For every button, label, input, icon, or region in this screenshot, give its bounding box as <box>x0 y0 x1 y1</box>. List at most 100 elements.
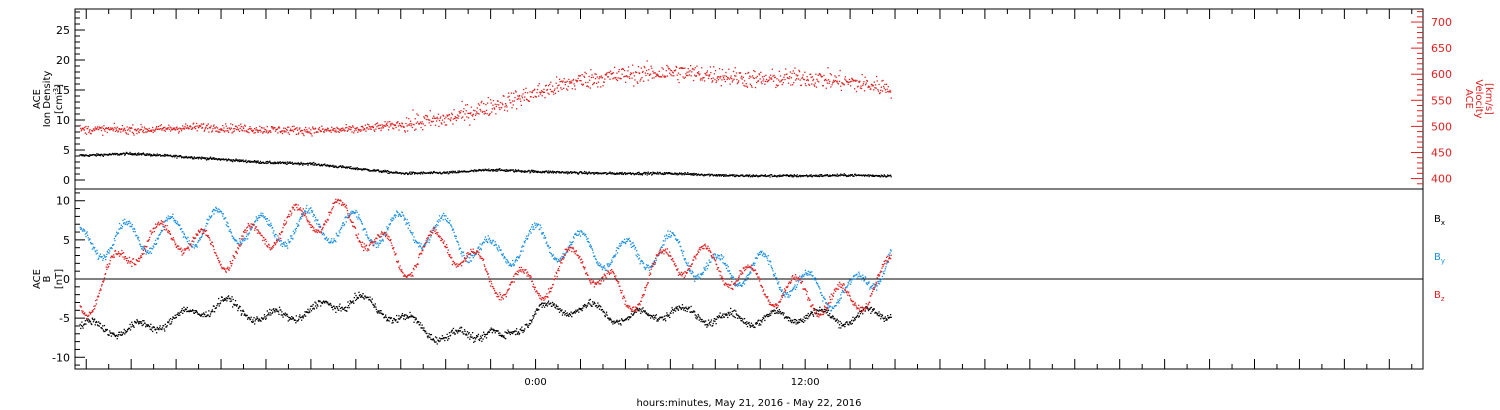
b-bx-point <box>338 309 340 311</box>
velocity-point <box>707 77 710 80</box>
velocity-point <box>170 127 172 129</box>
velocity-point <box>440 122 442 124</box>
density-point <box>809 174 811 176</box>
b-bx-point <box>170 323 172 325</box>
velocity-point <box>859 80 861 82</box>
velocity-point <box>243 127 245 129</box>
b-by-point <box>336 234 338 236</box>
b-bx-point <box>233 303 235 305</box>
velocity-point <box>844 78 846 80</box>
b-bx-point <box>164 323 166 325</box>
b-bx-point <box>625 319 627 321</box>
b-by-point <box>239 240 241 242</box>
density-point <box>314 162 317 165</box>
velocity-point <box>129 130 131 132</box>
velocity-point <box>724 75 726 77</box>
b-bx-point <box>749 326 751 328</box>
b-bx-point <box>396 314 398 317</box>
b-bx-point <box>644 310 646 312</box>
velocity-point <box>452 123 454 125</box>
density-point <box>531 170 533 173</box>
density-point <box>227 158 230 160</box>
b-by-point <box>345 221 347 223</box>
velocity-point <box>630 73 633 75</box>
velocity-point <box>287 126 289 128</box>
b-bx-point <box>91 323 93 326</box>
velocity-point <box>334 127 336 130</box>
b-bx-point <box>94 324 96 326</box>
b-bx-point <box>456 332 459 334</box>
velocity-point <box>874 84 877 86</box>
density-point <box>645 172 648 174</box>
b-bx-point <box>712 322 714 325</box>
b-bx-point <box>491 328 493 330</box>
b-bx-point <box>688 307 691 309</box>
density-point <box>866 175 869 177</box>
density-point <box>728 174 731 176</box>
velocity-point <box>720 75 722 78</box>
b-by-point <box>213 213 215 215</box>
density-point <box>89 154 91 156</box>
velocity-point <box>480 110 482 112</box>
density-point <box>273 161 275 163</box>
b-by-point <box>123 222 125 225</box>
density-point <box>696 174 698 177</box>
velocity-point <box>426 115 428 117</box>
velocity-point <box>114 130 117 132</box>
density-point <box>99 154 101 156</box>
velocity-point <box>314 127 317 129</box>
velocity-point <box>303 134 305 137</box>
velocity-point <box>509 99 511 101</box>
velocity-point <box>677 72 680 74</box>
b-by-point <box>165 219 167 221</box>
velocity-point <box>840 89 842 92</box>
density-point <box>641 173 643 175</box>
velocity-point <box>415 128 417 130</box>
b-bx-point <box>467 333 470 335</box>
b-bx-point <box>594 302 596 305</box>
density-point <box>788 174 790 177</box>
density-point <box>653 172 655 174</box>
b-bx-point <box>731 313 733 315</box>
b-bx-point <box>436 343 438 345</box>
velocity-point <box>440 116 442 118</box>
b-by-point <box>145 253 147 255</box>
b-bx-point <box>695 317 697 319</box>
b-by-point <box>175 220 177 222</box>
velocity-point <box>388 126 390 128</box>
density-point <box>269 161 271 164</box>
density-point <box>191 156 193 158</box>
velocity-point <box>778 79 780 81</box>
velocity-point <box>338 131 340 133</box>
b-by-point <box>243 237 245 239</box>
b-bx-point <box>674 307 676 310</box>
velocity-point <box>241 129 243 131</box>
density-point <box>805 174 808 176</box>
b-by-point <box>312 210 314 212</box>
velocity-point <box>302 133 304 135</box>
density-point <box>843 173 845 175</box>
b-by-point <box>300 218 302 220</box>
velocity-point <box>140 128 143 131</box>
velocity-point <box>441 119 444 121</box>
b-by-point <box>358 214 360 216</box>
b-bx-point <box>315 302 317 304</box>
density-point <box>227 159 229 161</box>
density-point <box>329 164 332 167</box>
b-by-point <box>218 208 220 211</box>
density-point <box>427 172 430 174</box>
density-point <box>129 151 131 154</box>
b-bx-point <box>536 308 538 310</box>
b-bx-point <box>675 306 677 308</box>
density-point <box>723 174 725 176</box>
b-bx-point <box>789 320 791 322</box>
velocity-point <box>227 131 230 133</box>
density-tick-label: 25 <box>56 24 70 37</box>
velocity-point <box>133 134 135 136</box>
b-bx-point <box>194 310 196 312</box>
velocity-point <box>204 127 206 129</box>
b-bx-point <box>113 332 115 334</box>
b-bx-point <box>805 317 808 319</box>
b-by-point <box>297 224 299 226</box>
velocity-point <box>744 85 746 87</box>
